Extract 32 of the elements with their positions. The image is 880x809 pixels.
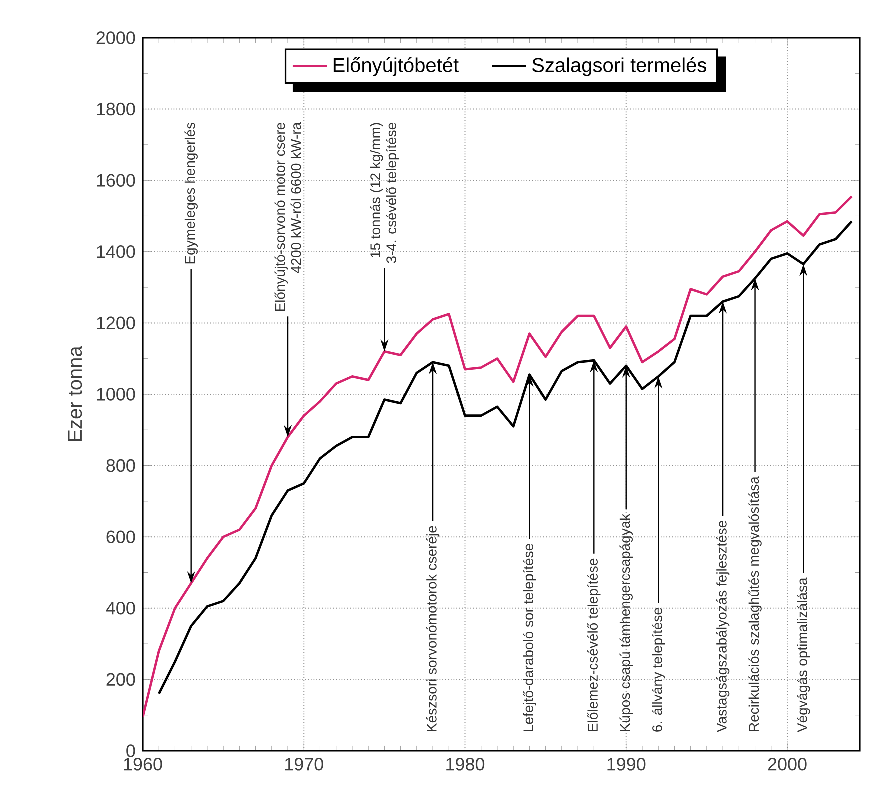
y-tick-label: 200 bbox=[106, 673, 136, 686]
annotation: Előlemez-csévélő telepítése bbox=[588, 558, 601, 732]
annotation: Készsori sorvonómotorok cseréje bbox=[426, 526, 440, 732]
annotation: Egymeleges hengerlés bbox=[184, 122, 198, 264]
y-tick-label: 1000 bbox=[97, 388, 136, 401]
x-tick-label: 2000 bbox=[768, 758, 807, 771]
annotation: 3-4. csévélő telepítése bbox=[386, 123, 400, 264]
y-tick-label: 1800 bbox=[97, 102, 136, 116]
legend-label: Szalagsori termelés bbox=[532, 57, 706, 76]
y-tick-label: 400 bbox=[106, 602, 136, 615]
y-tick-label: 800 bbox=[106, 459, 136, 472]
x-tick-label: 1990 bbox=[608, 758, 646, 771]
y-tick-label: 2000 bbox=[96, 32, 136, 44]
annotation: Vastagságszabályozás fejlesztése bbox=[716, 521, 730, 732]
y-tick-label: 600 bbox=[106, 530, 136, 544]
annotation: 4200 kW-ról 6600 kW-ra bbox=[290, 122, 302, 274]
legend-label: Előnyújtóbetét bbox=[334, 57, 459, 76]
annotation: Kúpos csapú támhengercsapágyak bbox=[620, 514, 633, 732]
x-tick-label: 1970 bbox=[285, 758, 324, 771]
annotation: Lefejtő-daraboló sor telepítése bbox=[523, 544, 536, 732]
annotation: Előnyújtó-sorvonó motor csere bbox=[274, 123, 288, 312]
y-tick-label: 0 bbox=[126, 744, 136, 758]
x-tick-label: 1960 bbox=[124, 758, 162, 771]
annotation: 6. állvány telepítése bbox=[652, 608, 666, 732]
y-tick-label: 1400 bbox=[97, 246, 136, 258]
x-tick-label: 1980 bbox=[446, 758, 485, 771]
annotation: Végvágás optimalizálása bbox=[797, 578, 810, 732]
y-axis-title: Ezer tonna bbox=[68, 346, 82, 442]
annotation: Recirkulációs szalaghűtés megvalósítása bbox=[748, 476, 762, 732]
y-tick-label: 1600 bbox=[97, 174, 136, 187]
annotation: 15 tonnás (12 kg/mm) bbox=[370, 123, 384, 258]
y-tick-label: 1200 bbox=[97, 316, 136, 330]
